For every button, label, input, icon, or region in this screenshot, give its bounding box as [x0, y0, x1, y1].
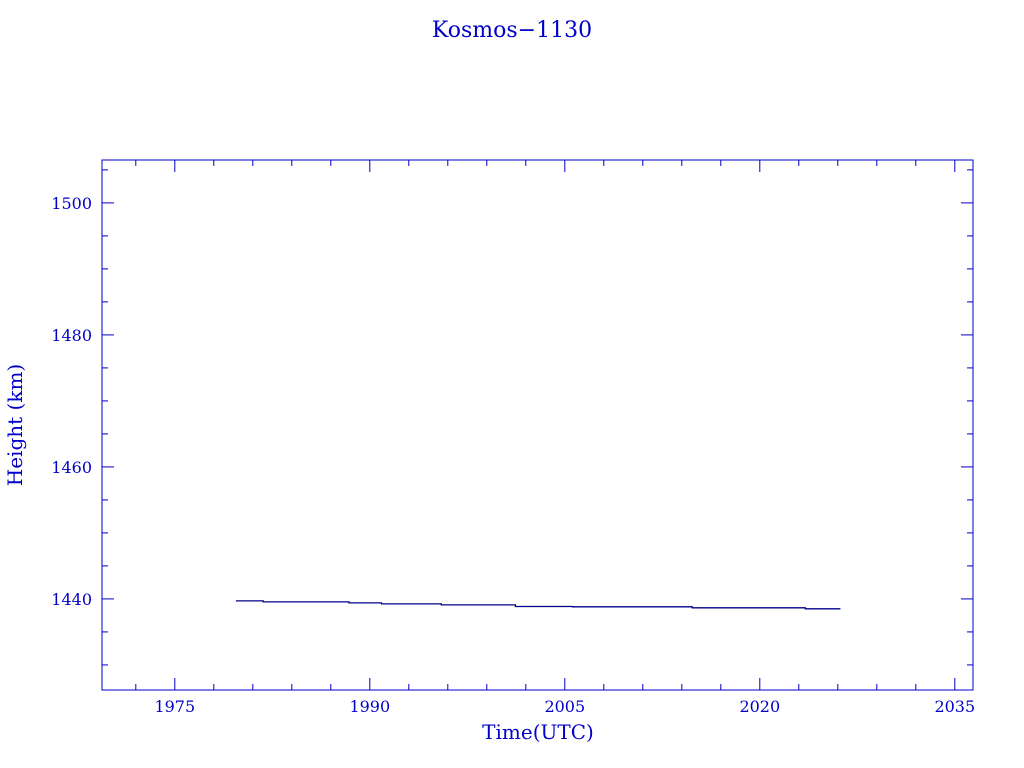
series-line [235, 600, 841, 610]
y-tick-label: 1500 [51, 194, 92, 213]
x-tick-label: 2035 [934, 697, 975, 716]
chart-title: Kosmos−1130 [432, 18, 592, 43]
y-axis: 1440 1460 1480 1500 [51, 169, 973, 666]
plot-frame [101, 159, 974, 691]
series-group [235, 600, 841, 610]
y-tick-label: 1440 [51, 590, 92, 609]
x-axis-label: Time(UTC) [482, 720, 594, 744]
x-tick-label: 1990 [349, 697, 390, 716]
x-axis: 1975 1990 2005 2020 2035 [135, 160, 975, 716]
x-tick-label: 1975 [154, 697, 195, 716]
y-tick-label: 1480 [51, 326, 92, 345]
x-tick-label: 2005 [544, 697, 585, 716]
y-tick-label: 1460 [51, 458, 92, 477]
x-tick-label: 2020 [739, 697, 780, 716]
y-axis-label: Height (km) [3, 364, 27, 486]
